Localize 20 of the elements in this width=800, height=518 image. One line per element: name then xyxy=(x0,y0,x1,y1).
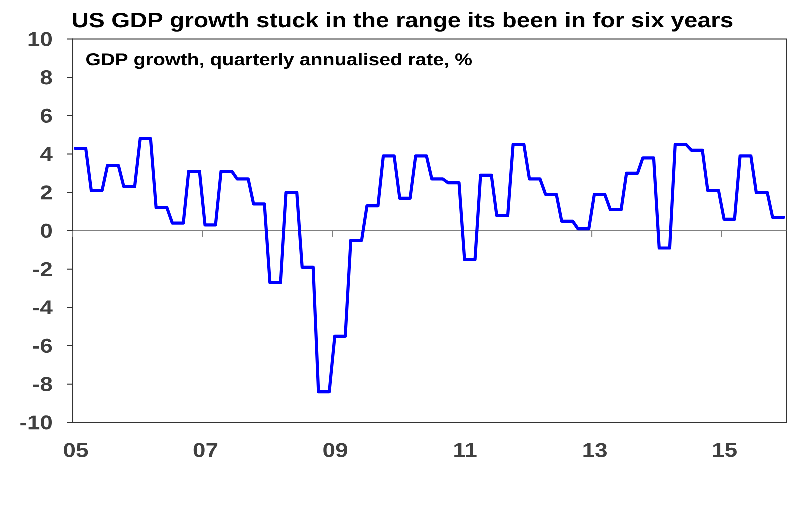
y-tick-label: 10 xyxy=(28,32,52,46)
y-tick-label: -2 xyxy=(33,262,52,276)
y-tick-label: -4 xyxy=(33,300,53,315)
y-tick-label: 4 xyxy=(40,147,53,162)
x-tick-label: 05 xyxy=(64,443,88,458)
line-series xyxy=(74,137,786,394)
y-tick-label: 0 xyxy=(41,224,52,238)
x-tick-label: 07 xyxy=(194,443,218,458)
y-tick-label: 6 xyxy=(41,108,52,124)
x-tick-label: 13 xyxy=(584,443,608,458)
y-tick-label: -8 xyxy=(33,377,52,392)
x-tick-label: 09 xyxy=(324,443,348,458)
x-tick-label: 15 xyxy=(713,443,737,458)
y-tick-label: 2 xyxy=(40,186,52,200)
y-tick-label: 8 xyxy=(40,70,52,85)
text: GDP growth, quarterly annualised rate, % xyxy=(86,53,472,70)
y-tick-label: -6 xyxy=(33,338,52,354)
x-tick-label: 11 xyxy=(454,443,477,457)
chart-title: US GDP growth stuck in the range its been in for six years xyxy=(73,12,733,32)
y-tick-label: -10 xyxy=(20,416,52,430)
